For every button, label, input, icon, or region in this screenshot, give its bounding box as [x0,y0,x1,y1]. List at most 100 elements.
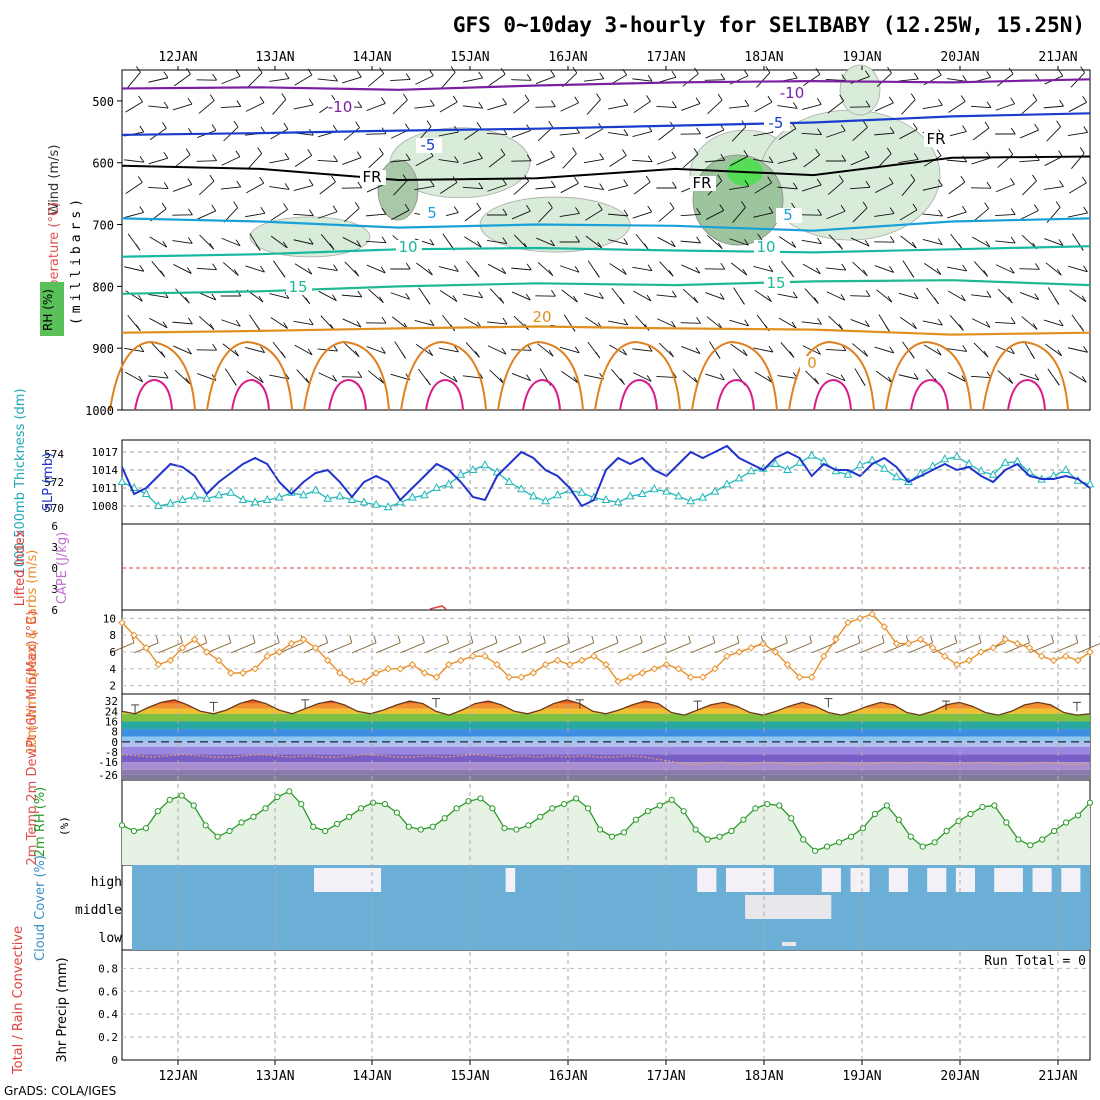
wind-speed-point [1013,639,1022,648]
wind-barb-flag [938,99,943,106]
wind-barb-flag [1083,126,1089,133]
rh-point [429,823,436,830]
wind-barb [269,78,290,82]
rh-point [620,829,628,836]
wind-barb [707,99,723,115]
wind-speed-point [178,644,187,652]
wind-speed-point [916,635,925,644]
contour-label-bg [530,310,556,325]
thickness-point [250,497,260,506]
wind-barb [852,261,868,277]
wind-barb [1019,291,1039,301]
wind-barb-flag [475,351,480,358]
wind-barb [368,153,384,169]
wind10m-barb-flag [325,635,329,643]
wind-barb [511,210,531,220]
cloud-high-gap [850,868,870,892]
wind-barb [537,261,554,277]
wind10m-barb [230,642,256,654]
rh-point [393,809,400,816]
wind-barb [946,266,967,272]
wind-barb-flag [139,206,145,213]
temperature-contour-30 [425,378,464,411]
wind-barb-flag [163,371,169,379]
temperature-contour [121,78,1091,91]
wind10m-barb-flag [639,635,643,643]
wind-barb-flag [573,295,578,303]
wind-barb-flag [356,240,362,247]
contour-label: 20 [532,308,551,326]
wind10m-ylabel: 10m Wind Speed & Barbs (m/s) [25,550,40,755]
wind-barb [319,181,336,195]
wind-barb [946,131,967,137]
wind-barb-flag [381,207,387,215]
wind-barb [414,105,435,109]
rh-point [692,826,699,833]
wind-barb [320,315,335,331]
thickness-point [468,464,478,473]
rh-point [1039,836,1046,843]
wind-speed-point [408,660,417,669]
wind-barb-flag [620,378,625,385]
wind-barb [294,155,312,167]
rh-point [190,802,197,809]
wind-barb-flag [840,293,846,301]
wind10m-barb [424,642,449,654]
wind-barb-flag [647,74,653,82]
wind-barb [874,102,894,112]
wind-barb-flag [720,262,726,270]
wind-barb-flag [792,182,798,190]
wind-speed-point [735,648,743,656]
thickness-point [625,491,635,500]
rh-point [513,826,520,833]
wind10m-barb-flag [881,635,885,643]
wind-barb-flag [595,271,600,278]
wind-barb [246,371,264,383]
wind-speed-point [747,644,755,652]
wind-barb-flag [813,297,819,304]
wind-barb-flag [838,323,844,331]
wind-barb-flag [450,66,456,73]
wind-barb [222,262,239,276]
wind-barb-flag [671,290,677,298]
contour-label-bg [776,208,802,223]
temperature-contour-30 [813,378,852,411]
wind-barb-flag [623,238,629,245]
wind-speed-point [711,665,719,673]
temp-ytick: 0 [111,736,118,749]
rh-point [489,805,496,812]
wind-barb-flag [862,269,868,277]
thickness-ylabel: 1000-500mb Thickness (dm) [13,388,28,575]
wind-speed-point [299,635,308,644]
wind-barb-flag [936,348,942,356]
wind-barb [583,374,604,380]
wind-barb [294,344,313,356]
thickness-point [879,463,889,472]
wind-speed-point [372,669,380,677]
wind-barb [317,266,338,272]
wind-barb [124,159,144,163]
wind-barb-flag [426,378,431,386]
wind10m-barb [1053,642,1078,654]
wind-barb-flag [212,73,217,81]
rh-point [274,793,281,801]
wind-barb-flag [500,68,506,75]
wind-speed-point [602,660,610,669]
rh-point [154,808,161,815]
wind-barb-flag [138,95,143,103]
wind-barb-flag [1056,269,1062,276]
wind-barb [946,348,967,352]
thickness-point [202,493,212,502]
wind-barb-flag [209,242,215,250]
rh-point [130,827,138,835]
thickness-point [892,472,901,481]
wind-barb-flag [863,121,868,128]
wind-speed-point [541,660,550,669]
wind-speed-point [202,648,211,656]
contour-label: 0 [807,354,817,372]
wind-barb-flag [308,98,314,106]
temperature-contour-30 [231,378,270,411]
wind10m-barb [835,642,861,654]
wind-barb [729,185,749,191]
wind-barb [874,346,894,354]
